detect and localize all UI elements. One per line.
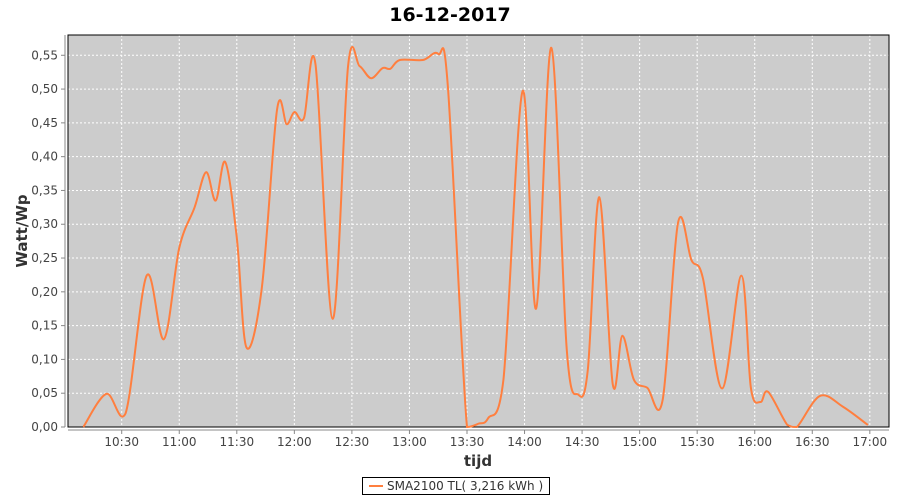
x-tick-label: 17:00: [853, 435, 888, 449]
plot-border: [67, 34, 890, 428]
x-tick-label: 12:30: [335, 435, 370, 449]
x-tick-label: 16:00: [737, 435, 772, 449]
y-tick-label: 0,00: [31, 420, 58, 434]
x-tick-label: 11:00: [162, 435, 197, 449]
y-tick-label: 0,35: [31, 183, 58, 197]
series-line: [82, 46, 869, 429]
x-tick-label: 13:00: [392, 435, 427, 449]
x-tick-label: 11:30: [220, 435, 255, 449]
x-tick-label: 12:00: [277, 435, 312, 449]
x-tick-label: 15:00: [622, 435, 657, 449]
y-tick-label: 0,40: [31, 150, 58, 164]
legend-swatch: [369, 485, 383, 487]
plot-area: [68, 35, 889, 427]
y-tick-label: 0,10: [31, 352, 58, 366]
y-tick-label: 0,15: [31, 319, 58, 333]
x-tick-label: 13:30: [450, 435, 485, 449]
x-tick-label: 15:30: [680, 435, 715, 449]
legend: SMA2100 TL( 3,216 kWh ): [362, 477, 551, 495]
x-tick-label: 16:30: [795, 435, 830, 449]
y-tick-label: 0,50: [31, 82, 58, 96]
legend-label: SMA2100 TL( 3,216 kWh ): [387, 479, 544, 493]
chart-title: 16-12-2017: [389, 4, 511, 26]
y-tick-label: 0,20: [31, 285, 58, 299]
y-tick-label: 0,55: [31, 48, 58, 62]
x-axis-label: tijd: [464, 452, 492, 470]
y-tick-label: 0,45: [31, 116, 58, 130]
y-axis-label: Watt/Wp: [13, 194, 31, 267]
y-tick-label: 0,30: [31, 217, 58, 231]
x-tick-label: 14:00: [507, 435, 542, 449]
x-tick-label: 10:30: [104, 435, 139, 449]
y-tick-label: 0,25: [31, 251, 58, 265]
x-tick-label: 14:30: [565, 435, 600, 449]
y-tick-label: 0,05: [31, 386, 58, 400]
